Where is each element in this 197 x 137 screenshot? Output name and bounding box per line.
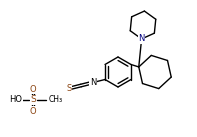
- Text: N: N: [90, 78, 96, 87]
- Text: O: O: [30, 85, 36, 93]
- Text: S: S: [66, 84, 72, 93]
- Text: S: S: [30, 95, 36, 105]
- Text: CH₃: CH₃: [49, 95, 63, 105]
- Text: O: O: [30, 106, 36, 115]
- Text: N: N: [138, 34, 145, 43]
- Text: HO: HO: [9, 95, 22, 105]
